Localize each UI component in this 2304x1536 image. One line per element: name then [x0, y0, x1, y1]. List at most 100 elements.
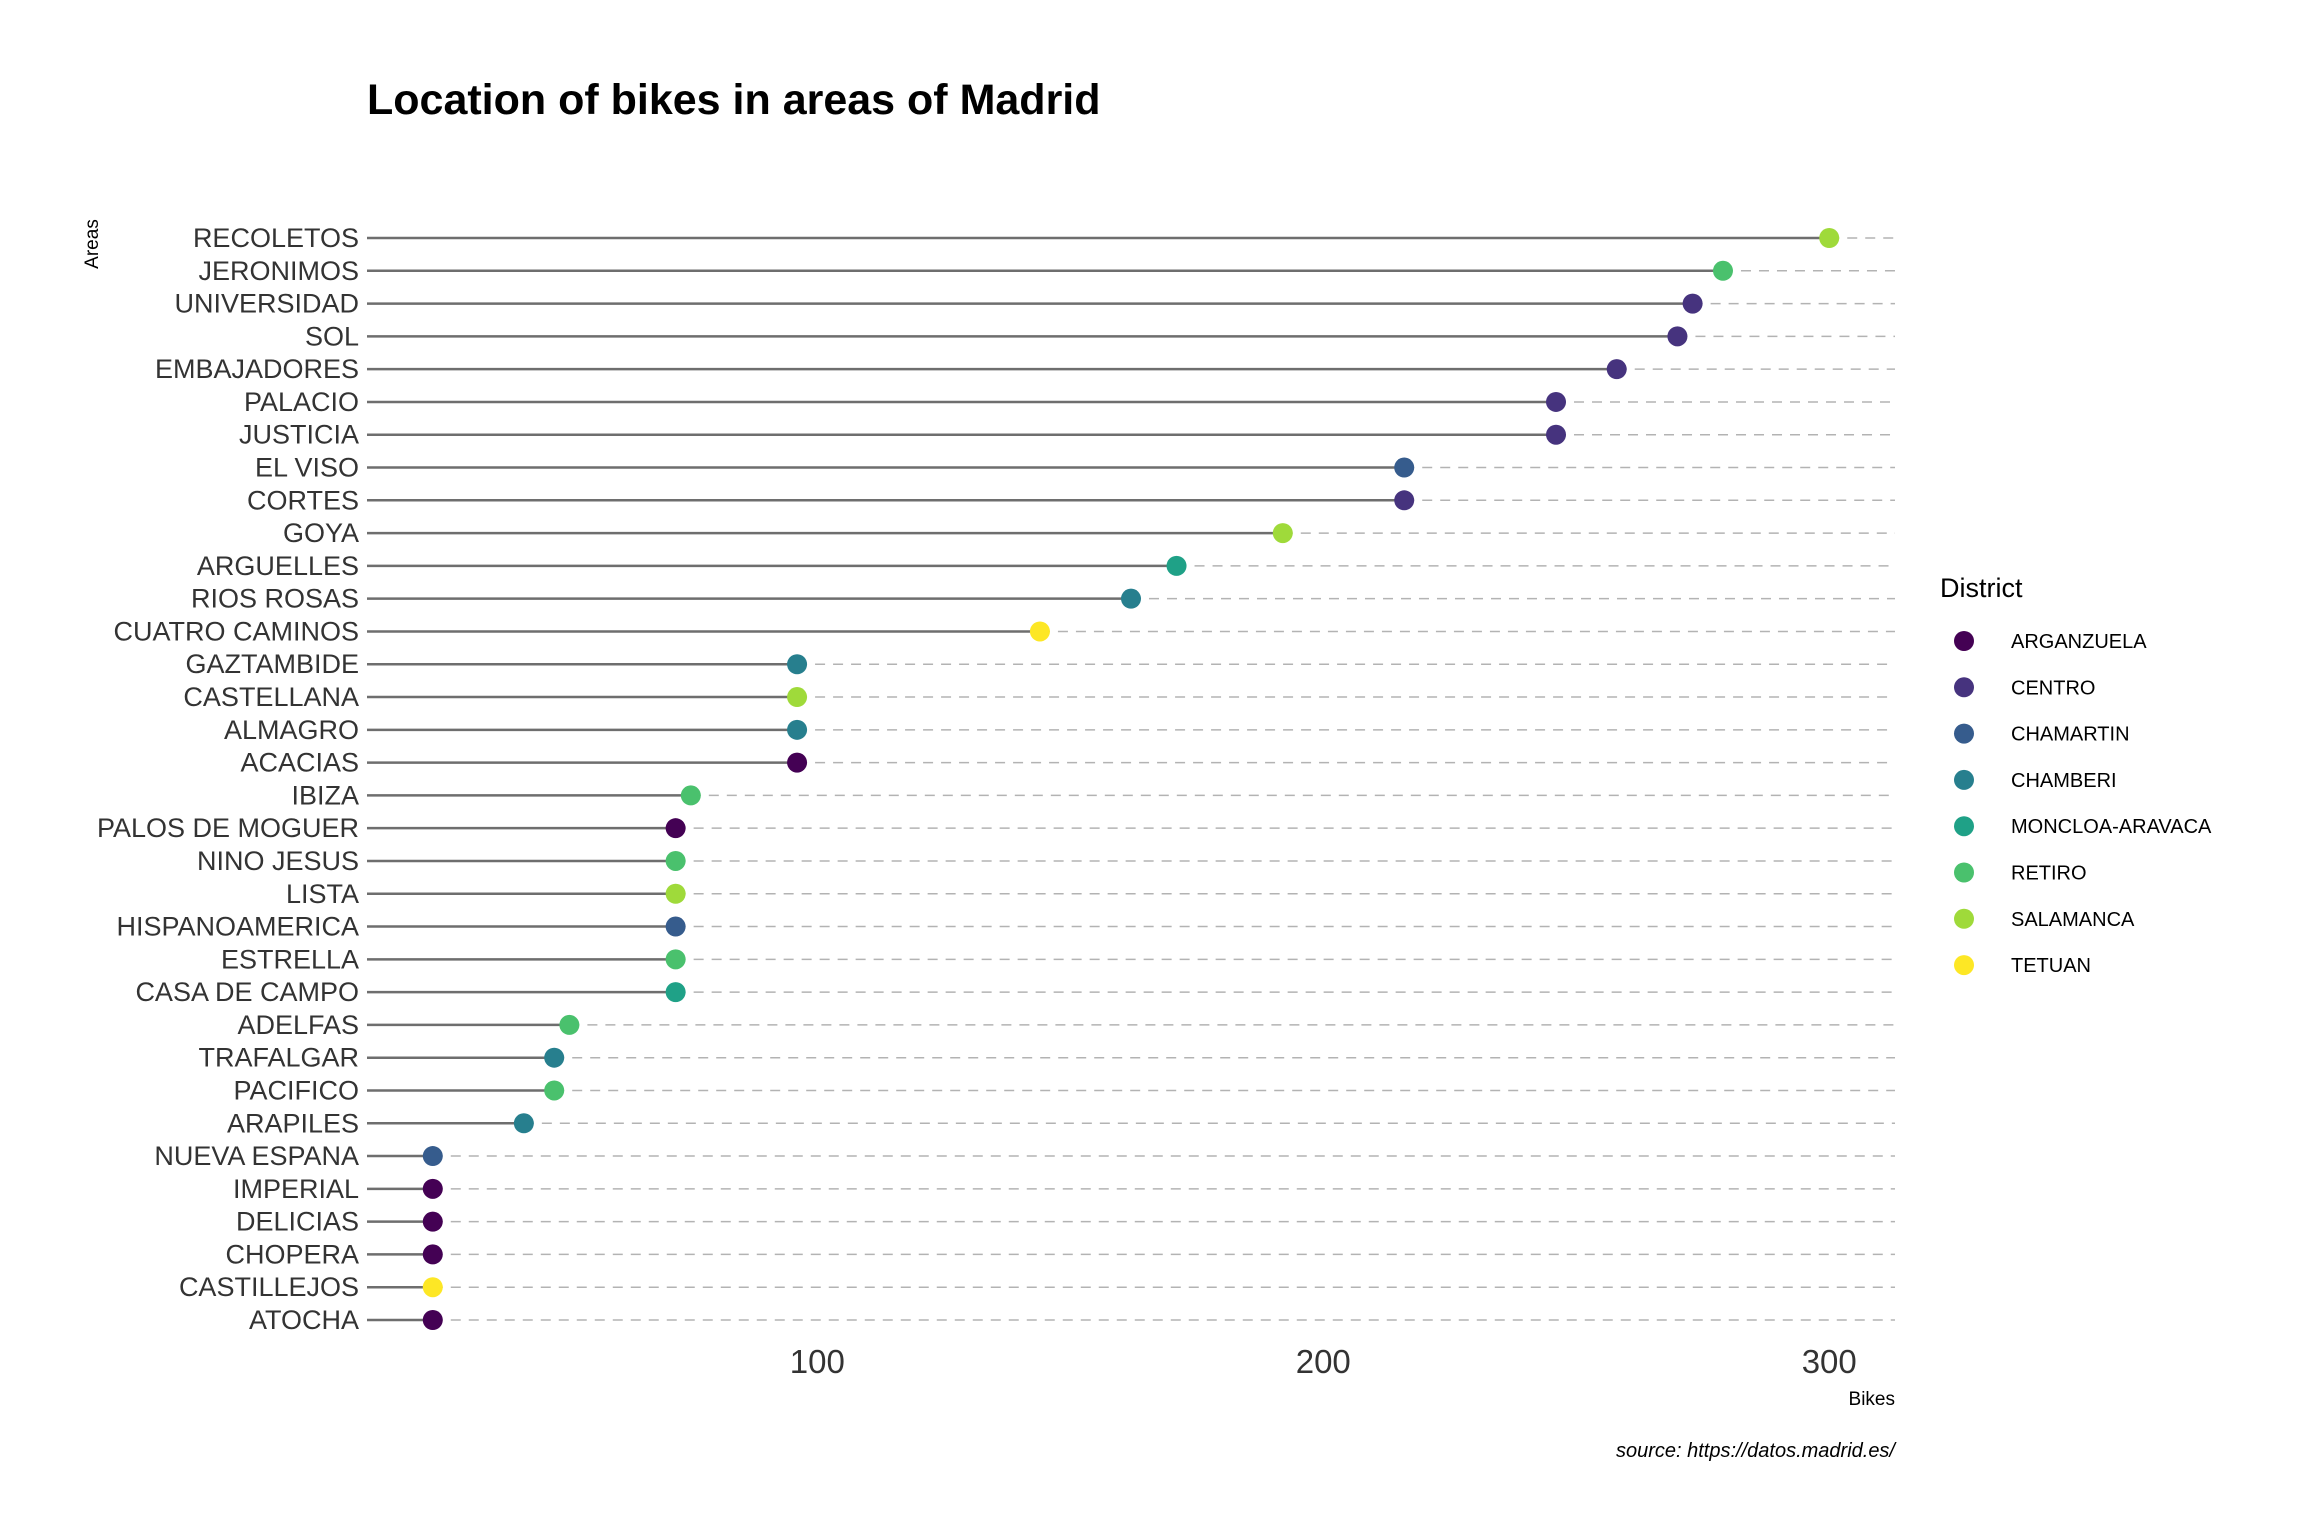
lollipop-point — [559, 1014, 580, 1035]
legend: District ARGANZUELA CENTRO CHAMARTIN CHAMBE… — [1940, 573, 2212, 977]
lollipop-point — [1121, 588, 1141, 609]
legend-key — [1954, 955, 1974, 976]
y-tick-label: CORTES — [247, 485, 359, 515]
lollipop-points — [422, 228, 1840, 1330]
legend-label: SALAMANCA — [2011, 909, 2135, 931]
y-tick-label: IMPERIAL — [233, 1174, 359, 1204]
y-tick-label: ARGUELLES — [197, 551, 359, 581]
y-tick-label: ACACIAS — [240, 748, 359, 778]
grid-lines — [432, 237, 1895, 1321]
lollipop-point — [1546, 391, 1567, 412]
y-tick-label: JERONIMOS — [198, 256, 359, 286]
lollipop-point — [1029, 621, 1050, 642]
source-caption: source: https://datos.madrid.es/ — [1616, 1440, 1897, 1462]
lollipop-point — [422, 1277, 443, 1298]
lollipop-stems — [367, 236, 1830, 1322]
lollipop-point — [665, 883, 686, 904]
legend-key — [1954, 862, 1974, 883]
lollipop-point — [1546, 424, 1567, 445]
y-tick-labels: RECOLETOSJERONIMOSUNIVERSIDADSOLEMBAJADO… — [97, 223, 359, 1335]
y-tick-label: EMBAJADORES — [155, 354, 359, 384]
y-tick-label: GAZTAMBIDE — [185, 649, 359, 679]
lollipop-point — [665, 916, 686, 937]
legend-key — [1954, 677, 1974, 698]
plot-area — [367, 228, 1895, 1330]
lollipop-point — [787, 719, 808, 740]
y-tick-label: TRAFALGAR — [198, 1043, 359, 1073]
lollipop-point — [422, 1146, 443, 1167]
x-axis-title: Bikes — [1849, 1389, 1895, 1410]
lollipop-point — [1667, 326, 1688, 347]
lollipop-point — [422, 1310, 443, 1330]
lollipop-point — [1682, 293, 1703, 314]
y-tick-label: CASA DE CAMPO — [135, 977, 359, 1007]
lollipop-point — [665, 949, 686, 970]
y-tick-label: PALOS DE MOGUER — [97, 813, 359, 843]
lollipop-point — [1272, 523, 1293, 544]
y-tick-label: CASTELLANA — [183, 682, 359, 712]
lollipop-point — [544, 1080, 565, 1101]
y-tick-label: LISTA — [286, 879, 359, 909]
chart-title: Location of bikes in areas of Madrid — [367, 76, 1101, 124]
legend-key — [1954, 769, 1974, 790]
lollipop-point — [1394, 490, 1415, 511]
legend-key — [1954, 908, 1974, 929]
x-tick-label: 100 — [790, 1343, 845, 1380]
legend-label: RETIRO — [2011, 863, 2087, 885]
lollipop-point — [544, 1047, 565, 1068]
lollipop-point — [1712, 260, 1733, 281]
y-axis-title: Areas — [82, 219, 103, 269]
legend-label: CHAMBERI — [2011, 770, 2117, 792]
y-tick-label: HISPANOAMERICA — [116, 912, 359, 942]
lollipop-point — [665, 850, 686, 871]
y-tick-label: RIOS ROSAS — [191, 584, 359, 614]
y-tick-label: CHOPERA — [225, 1239, 359, 1269]
lollipop-point — [1166, 555, 1187, 576]
y-tick-label: NUEVA ESPANA — [154, 1141, 359, 1171]
y-tick-label: IBIZA — [291, 780, 359, 810]
lollipop-point — [787, 654, 808, 675]
y-tick-label: EL VISO — [255, 453, 359, 483]
legend-title: District — [1940, 573, 2023, 603]
legend-label: MONCLOA-ARAVACA — [2011, 816, 2212, 838]
lollipop-point — [513, 1113, 534, 1134]
lollipop-point — [1394, 457, 1415, 478]
y-tick-label: JUSTICIA — [239, 420, 359, 450]
y-tick-label: NINO JESUS — [197, 846, 359, 876]
legend-items: ARGANZUELA CENTRO CHAMARTIN CHAMBERI MONCLOA… — [1954, 631, 2212, 977]
y-tick-label: ESTRELLA — [221, 944, 359, 974]
y-tick-label: SOL — [305, 321, 359, 351]
legend-label: CHAMARTIN — [2011, 724, 2130, 746]
y-tick-label: PACIFICO — [233, 1075, 359, 1105]
y-tick-label: ALMAGRO — [224, 715, 359, 745]
lollipop-point — [680, 785, 701, 806]
y-tick-label: CUATRO CAMINOS — [113, 616, 359, 646]
legend-label: CENTRO — [2011, 677, 2095, 699]
legend-label: ARGANZUELA — [2011, 631, 2147, 653]
y-tick-label: DELICIAS — [236, 1207, 359, 1237]
lollipop-point — [1819, 228, 1840, 248]
lollipop-point — [422, 1244, 443, 1265]
y-tick-label: ATOCHA — [249, 1305, 359, 1335]
y-tick-label: ADELFAS — [237, 1010, 359, 1040]
x-tick-label: 300 — [1802, 1343, 1857, 1380]
lollipop-point — [665, 982, 686, 1003]
y-tick-label: GOYA — [283, 518, 359, 548]
lollipop-point — [1606, 359, 1627, 380]
x-tick-label: 200 — [1296, 1343, 1351, 1380]
y-tick-label: ARAPILES — [227, 1108, 359, 1138]
legend-key — [1954, 631, 1974, 651]
y-tick-label: CASTILLEJOS — [179, 1272, 359, 1302]
y-tick-label: RECOLETOS — [193, 223, 359, 253]
lollipop-point — [787, 752, 808, 773]
lollipop-point — [422, 1178, 443, 1199]
lollipop-point — [422, 1211, 443, 1232]
lollipop-point — [665, 818, 686, 839]
y-tick-label: UNIVERSIDAD — [174, 289, 359, 319]
legend-label: TETUAN — [2011, 955, 2091, 977]
legend-key — [1954, 723, 1974, 744]
x-tick-labels: 100 200 300 — [790, 1343, 1857, 1380]
y-tick-label: PALACIO — [244, 387, 359, 417]
legend-key — [1954, 816, 1974, 837]
